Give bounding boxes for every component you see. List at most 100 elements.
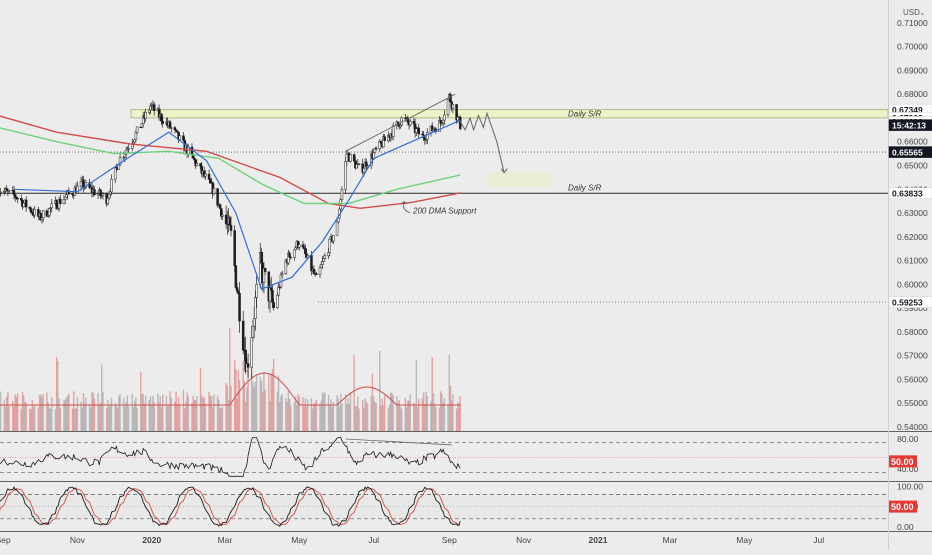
volume-bar xyxy=(271,375,272,431)
volume-bar xyxy=(268,374,269,431)
volume-bar xyxy=(217,396,218,431)
volume-bar xyxy=(260,377,261,431)
candle-body xyxy=(289,253,291,257)
volume-bar xyxy=(424,404,425,431)
volume-bar xyxy=(242,361,243,431)
volume-bar xyxy=(185,401,186,431)
candle-body xyxy=(281,274,283,275)
candle-body xyxy=(302,245,304,247)
volume-bar xyxy=(101,365,102,431)
volume-bar xyxy=(262,392,263,431)
volume-bar xyxy=(211,396,212,431)
volume-bar xyxy=(221,408,222,431)
volume-bar xyxy=(84,403,85,431)
volume-bar xyxy=(175,392,176,431)
volume-bar xyxy=(313,404,314,431)
volume-bar xyxy=(202,398,203,431)
volume-bar xyxy=(255,382,256,431)
candle-body xyxy=(264,268,266,272)
candle-body xyxy=(392,126,394,137)
volume-bar xyxy=(186,393,187,431)
volume-bar xyxy=(133,407,134,431)
volume-bar xyxy=(158,402,159,431)
volume-bar xyxy=(312,409,313,431)
volume-bar xyxy=(357,397,358,431)
time-tick-label: 2021 xyxy=(589,535,608,545)
volume-bar xyxy=(278,375,279,431)
volume-bar xyxy=(447,405,448,431)
volume-bar xyxy=(350,392,351,431)
volume-bar xyxy=(152,396,153,431)
volume-bar xyxy=(460,396,461,431)
candle-body xyxy=(25,200,27,207)
currency-label: USD xyxy=(903,8,920,17)
candle-body xyxy=(219,204,221,208)
candle-body xyxy=(102,194,104,196)
candle-body xyxy=(271,290,273,302)
volume-bar xyxy=(264,389,265,431)
volume-bar xyxy=(124,407,125,431)
volume-bar xyxy=(288,391,289,431)
candle-body xyxy=(14,195,16,198)
volume-bar xyxy=(230,386,231,431)
volume-bar xyxy=(33,406,34,431)
candle-body xyxy=(345,161,347,189)
candle-body xyxy=(179,136,181,140)
volume-bar xyxy=(273,359,274,431)
candle-body xyxy=(93,190,95,195)
candle-body xyxy=(315,274,317,275)
volume-bar xyxy=(416,360,417,431)
volume-bar xyxy=(188,396,189,431)
candle-body xyxy=(134,140,136,142)
volume-bar xyxy=(229,328,230,431)
volume-bar xyxy=(400,407,401,431)
volume-bar xyxy=(294,402,295,431)
volume-bar xyxy=(371,396,372,431)
candle-body xyxy=(13,190,15,194)
volume-bar xyxy=(38,407,39,431)
volume-bar xyxy=(123,398,124,431)
currency-menu-icon[interactable]: ⌄ xyxy=(919,8,926,17)
volume-bar xyxy=(80,402,81,431)
volume-bar xyxy=(456,409,457,431)
volume-bar xyxy=(157,394,158,431)
candle-body xyxy=(307,255,309,257)
candle-body xyxy=(174,128,176,130)
volume-bar xyxy=(106,408,107,431)
volume-bar xyxy=(51,397,52,431)
volume-bar xyxy=(144,403,145,431)
volume-bar xyxy=(374,402,375,431)
candle-body xyxy=(141,124,143,127)
candle-body xyxy=(162,121,164,123)
volume-bar xyxy=(201,395,202,431)
volume-bar xyxy=(246,387,247,431)
price-tick-label: 0.63000 xyxy=(897,208,928,218)
volume-bar xyxy=(433,393,434,431)
volume-bar xyxy=(251,373,252,431)
volume-bar xyxy=(72,408,73,431)
volume-bar xyxy=(457,402,458,431)
volume-bar xyxy=(55,409,56,431)
candle-body xyxy=(242,321,244,350)
candle-body xyxy=(247,364,249,368)
candle-body xyxy=(114,167,116,179)
volume-bar xyxy=(289,398,290,431)
volume-bar xyxy=(150,396,151,431)
volume-bar xyxy=(405,398,406,431)
volume-bar xyxy=(299,396,300,431)
volume-bar xyxy=(141,394,142,431)
volume-bar xyxy=(353,355,354,431)
volume-bar xyxy=(135,397,136,431)
candle-body xyxy=(254,298,256,319)
candle-body xyxy=(236,288,238,292)
volume-bar xyxy=(363,408,364,431)
candle-body xyxy=(64,197,66,199)
volume-bar xyxy=(127,395,128,431)
candle-body xyxy=(273,303,275,308)
candle-body xyxy=(251,337,253,367)
candle-body xyxy=(128,148,130,149)
volume-bar xyxy=(167,406,168,431)
